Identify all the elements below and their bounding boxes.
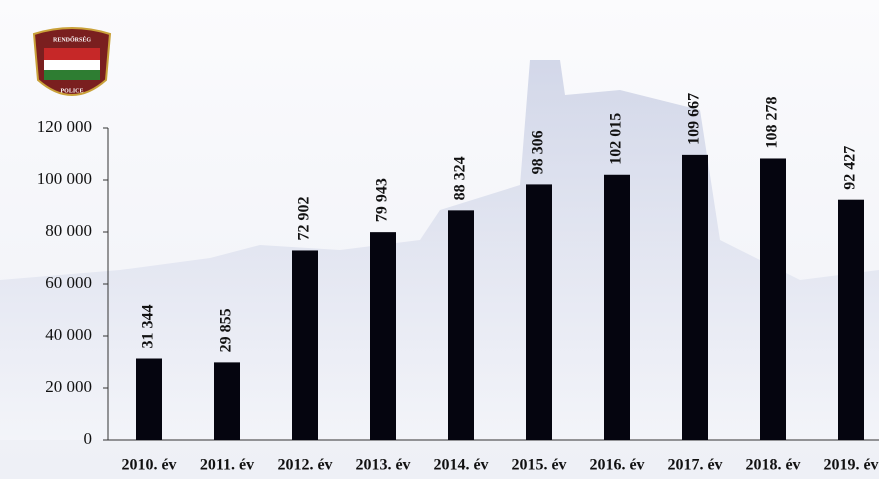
value-label: 102 015 — [608, 113, 625, 165]
value-label: 98 306 — [530, 130, 547, 174]
value-label: 88 324 — [452, 156, 469, 200]
police-logo: RENDŐRSÉG POLICE — [32, 27, 112, 96]
bar — [136, 358, 162, 440]
value-label: 79 943 — [374, 178, 391, 222]
bar — [682, 154, 708, 441]
y-tick-label: 20 000 — [45, 377, 92, 396]
y-tick-label: 100 000 — [37, 169, 92, 188]
bar — [760, 158, 786, 440]
bar — [370, 232, 396, 440]
y-tick-label: 60 000 — [45, 273, 92, 292]
y-tick-label: 40 000 — [45, 325, 92, 344]
value-label: 109 667 — [686, 93, 703, 145]
x-tick-label: 2012. év — [277, 457, 332, 474]
x-tick-label: 2011. év — [200, 457, 254, 474]
bar — [214, 362, 240, 440]
y-tick-label: 120 000 — [37, 117, 92, 136]
value-label: 72 902 — [296, 196, 313, 240]
x-tick-label: 2010. év — [121, 457, 176, 474]
x-tick-label: 2019. év — [823, 457, 878, 474]
bar — [448, 210, 474, 440]
y-tick-label: 0 — [84, 429, 93, 448]
x-tick-label: 2015. év — [511, 457, 566, 474]
value-label: 31 344 — [140, 305, 157, 349]
bar — [604, 174, 630, 441]
logo-top-text: RENDŐRSÉG — [53, 35, 91, 43]
y-tick-label: 80 000 — [45, 221, 92, 240]
logo-bottom-text: POLICE — [60, 88, 83, 94]
x-tick-label: 2013. év — [355, 457, 410, 474]
bar — [292, 250, 318, 440]
value-label: 92 427 — [842, 146, 859, 190]
value-label: 29 855 — [218, 308, 235, 352]
background-buildings — [0, 60, 879, 440]
bar — [526, 184, 552, 440]
x-tick-label: 2018. év — [745, 457, 800, 474]
x-tick-label: 2014. év — [433, 457, 488, 474]
value-label: 108 278 — [764, 96, 781, 148]
x-tick-label: 2016. év — [589, 457, 644, 474]
bar — [838, 199, 864, 440]
x-tick-label: 2017. év — [667, 457, 722, 474]
